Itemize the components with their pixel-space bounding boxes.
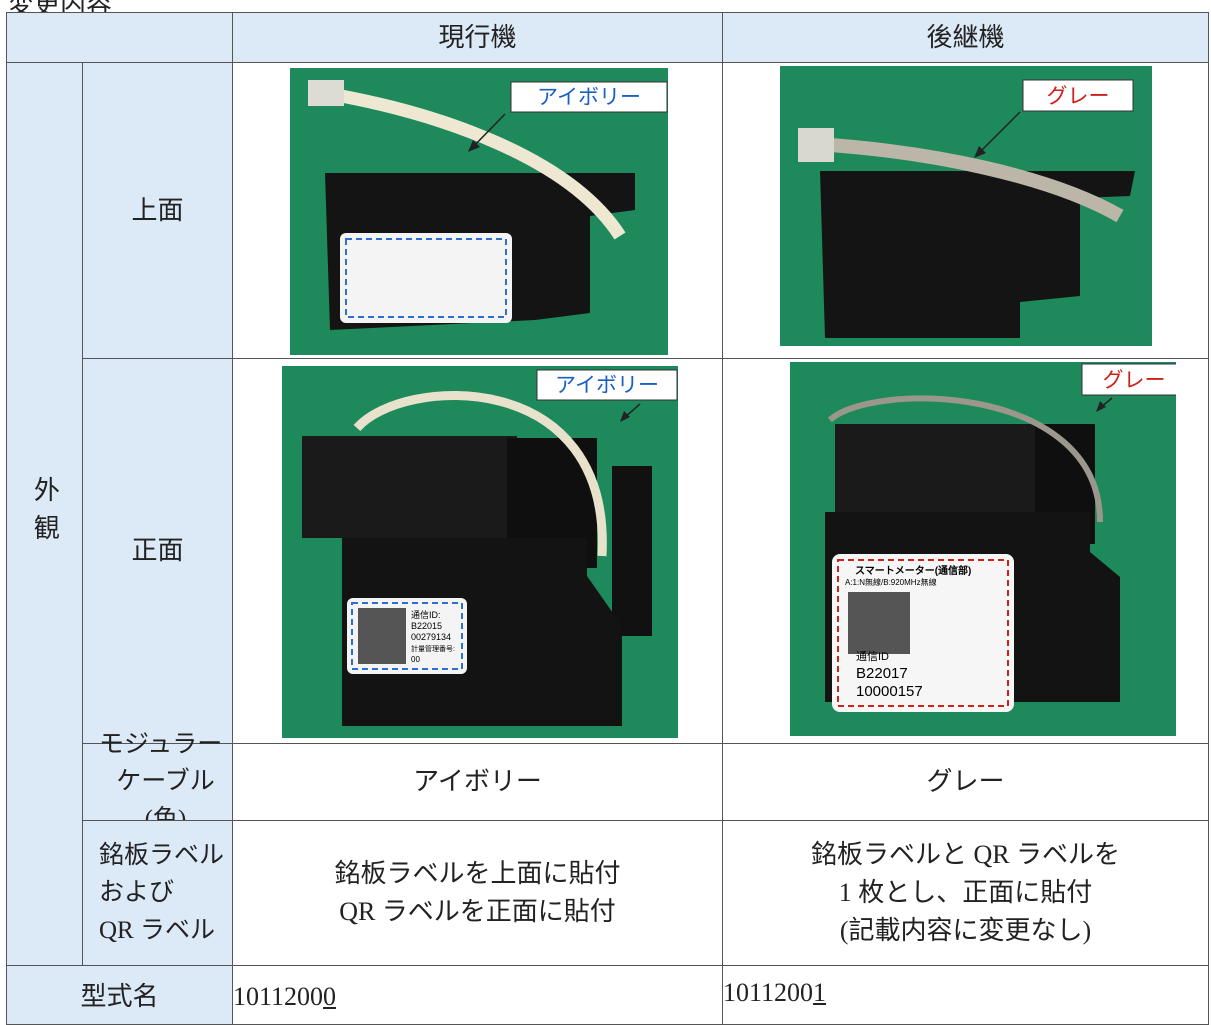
sticker-text: 計量管理番号: [411, 644, 455, 653]
sticker-outline [837, 559, 1009, 707]
arrow-head [620, 411, 630, 422]
qr-code [358, 608, 406, 664]
value-cell: 1011200 1 [722, 965, 1209, 1025]
device-top [835, 424, 1045, 522]
photo: スマートメーター(通信部) A:1:N無線/B:920MHz無線 通信ID B2… [790, 362, 1176, 736]
arrow-head [468, 140, 480, 152]
sticker [340, 233, 512, 323]
model-number: 1011200 [233, 982, 324, 1011]
row-label: 銘板ラベル および QR ラベル [82, 820, 233, 966]
model-changed-digit: 0 [323, 982, 337, 1011]
corner-cell [6, 12, 233, 63]
value-line: QR ラベルを正面に貼付 [339, 897, 616, 926]
row-label: 型式名 [6, 965, 233, 1025]
callout-box [510, 81, 668, 113]
sticker-text: B22017 [856, 665, 908, 682]
arrow-head [1096, 401, 1106, 412]
callout-box [1081, 363, 1176, 396]
plug [798, 128, 834, 162]
value-line: 銘板ラベルを上面に貼付 [334, 859, 621, 889]
sticker-text: A:1:N無線/B:920MHz無線 [845, 577, 937, 587]
photo: グレー [780, 66, 1152, 346]
label-line: および [99, 879, 175, 907]
value-line: (記載内容に変更なし) [839, 915, 1092, 945]
sticker-text: 10000157 [856, 683, 923, 700]
sticker-outline [351, 602, 463, 670]
cable [814, 137, 1124, 223]
callout-text: アイボリー [555, 374, 659, 397]
cable [323, 86, 626, 240]
label-line: QR ラベル [99, 916, 215, 944]
sticker-text: 通信ID: [411, 609, 441, 620]
sticker-text: 00 [411, 655, 420, 664]
sticker-text: 00279134 [411, 632, 451, 642]
group-label: 外観 [6, 62, 83, 966]
device-body [342, 538, 622, 726]
device-top [302, 436, 517, 538]
callout-box [536, 369, 678, 401]
row-label: 上面 [82, 62, 233, 359]
qr-code [848, 592, 910, 654]
callout-text: グレー [1047, 85, 1110, 108]
group-text: 外観 [30, 476, 60, 552]
row-label: 正面 [82, 358, 233, 744]
device-back [612, 466, 652, 636]
row-label: モジュラー ケーブル (色) [82, 731, 233, 833]
value-line: 1 枚とし、正面に貼付 [838, 878, 1093, 908]
value-line: 銘板ラベルと QR ラベルを [810, 840, 1121, 870]
sticker-text: 通信ID [856, 650, 889, 663]
sticker-outline [345, 238, 507, 318]
value-cell: アイボリー [232, 743, 723, 821]
column-header: 現行機 [232, 12, 723, 63]
value-cell: 銘板ラベルを上面に貼付 QR ラベルを正面に貼付 [232, 820, 723, 966]
label-line: モジュラー [99, 730, 223, 758]
sticker-text: B22015 [411, 621, 442, 631]
cable [827, 395, 1103, 523]
arrow-head [974, 146, 986, 158]
arrow [977, 111, 1021, 155]
sticker-text: スマートメーター(通信部) [855, 564, 971, 577]
column-header: 後継機 [722, 12, 1209, 63]
device [820, 171, 1135, 338]
callout-text: アイボリー [537, 86, 641, 109]
label-line: 銘板ラベル [99, 841, 225, 869]
model-number: 1011200 [723, 978, 814, 1007]
cable [353, 391, 607, 557]
arrow [471, 113, 506, 149]
model-changed-digit: 1 [813, 978, 827, 1007]
value-cell: グレー [722, 743, 1209, 821]
photo: アイボリー [290, 68, 668, 355]
plug [308, 80, 344, 106]
value-cell: 1011200 0 [232, 965, 723, 1025]
value-cell: 銘板ラベルと QR ラベルを 1 枚とし、正面に貼付 (記載内容に変更なし) [722, 820, 1209, 966]
callout-box [1022, 79, 1134, 112]
callout-text: グレー [1103, 369, 1166, 392]
photo: 通信ID: B22015 00279134 計量管理番号: 00 アイボリー [282, 366, 678, 738]
